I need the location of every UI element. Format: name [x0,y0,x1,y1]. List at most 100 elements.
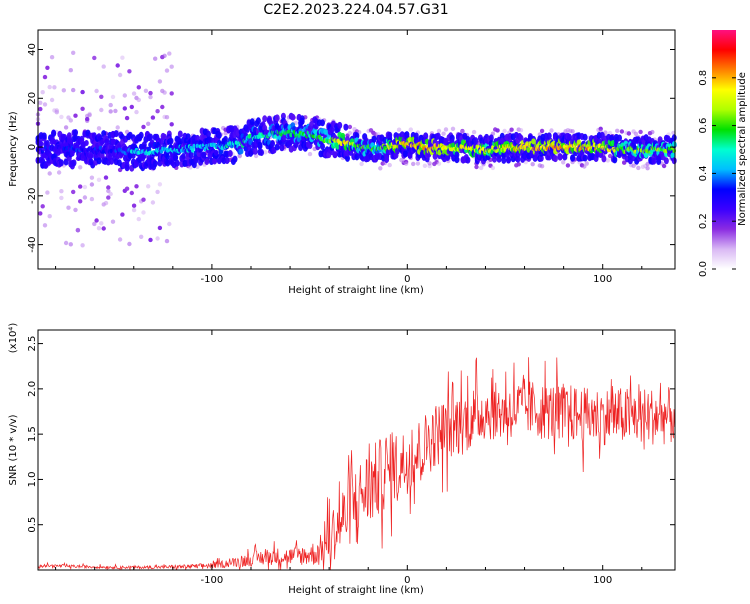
spectrogram-cell-1234 [232,155,238,163]
spectrogram-cell-110 [120,212,125,217]
spectrogram-cell-1205 [223,135,228,142]
spectrogram-cell-72 [92,221,97,227]
spectrogram-cell-47 [71,50,76,55]
spectrogram-cell-16 [47,214,52,219]
spectrogram-cell-2053 [488,134,494,142]
spectrogram-cell-324 [347,124,353,130]
spectrogram-cell-2109 [506,156,511,164]
spectrogram-cell-164 [162,90,167,95]
spectrogram-cell-148 [150,115,156,120]
spectrogram-cell-142 [146,184,151,189]
spectrogram-cell-105 [117,72,123,78]
spectrogram-cell-1384 [279,144,285,152]
spectrogram-cell-128 [134,109,139,115]
spectrogram-cell-593 [661,163,667,169]
spectrogram-cell-165 [164,115,170,120]
snr-frame [37,329,676,571]
spectrogram-cell-32 [59,189,64,194]
spectrogram-cell-2464 [617,134,622,142]
spectrogram-cell-718 [71,159,77,167]
spectrogram-cell-112 [122,106,128,111]
spectrogram-cell-1542 [329,126,335,134]
spectrogram-cell-373 [403,161,409,166]
spectrogram-cell-104 [115,125,120,130]
spectrogram-cell-57 [80,243,85,248]
spectrogram-cell-129 [136,85,141,90]
spectrogram-cell-654 [51,130,57,137]
spectrogram-cell-488 [539,164,545,169]
spectrogram-cell-70 [89,175,95,180]
spectrogram-cell-68 [87,112,92,118]
spectrogram-cell-1255 [238,148,244,155]
spectrogram-cell-140 [143,88,149,94]
spectrogram-cell-12 [45,190,50,195]
snr-x-tick-label: 0 [404,575,410,586]
spectrogram-cell-1175 [213,149,219,156]
spectrogram-cell-61 [82,184,88,190]
spectrogram-cell-1308 [255,117,261,125]
colorbar-tick-label: 0.4 [698,165,709,181]
spectrogram-cell-86 [101,226,106,231]
spectrogram-cell-406 [443,127,449,132]
spectrogram-cell-1168 [212,157,218,165]
spectrogram-cell-115 [124,186,130,191]
snr-x-tick-label: -100 [201,575,224,586]
spectrogram-cell-10 [42,223,48,228]
spectrogram-cell-1101 [191,148,195,153]
spectrogram-cell-401 [436,161,442,166]
spectrogram-cell-155 [155,236,160,241]
spectrogram-cell-2354 [582,133,588,141]
spectrogram-cell-55 [78,199,83,204]
spectrogram-cell-335 [359,161,364,167]
spectrogram-cell-77 [94,218,99,223]
spectrogram-cell-325 [347,130,353,136]
spectrogram-cell-1319 [259,149,264,156]
spectrogram-cell-446 [490,165,496,171]
spectrogram-cell-2412 [601,155,607,163]
spectrogram-cell-436 [479,165,484,171]
spectrogram-cell-43 [68,242,74,247]
spectrogram-cell-116 [124,129,130,135]
spectrogram-cell-87 [103,175,109,180]
spectrogram-cell-2190 [531,138,536,145]
spectrogram-cell-1943 [454,156,460,164]
spectrogram-cell-2638 [671,157,677,165]
spectrogram-cell-118 [127,69,132,74]
spectrogram-cell-88 [103,200,109,206]
spectrogram-cell-553 [615,128,620,133]
spectrogram-cell-44 [68,118,74,123]
spectrogram-cell-2550 [643,152,649,159]
spectrogram-cell-96 [110,94,116,100]
spectrogram-cell-579 [645,166,650,171]
spectrogram-cell-145 [148,237,153,243]
spectrogram-cell-147 [150,200,156,205]
colorbar-gradient [712,30,736,269]
spectrogram-cell-1553 [332,151,338,159]
spectrogram-cell-5 [38,100,43,106]
spectrogram-x-tick-label: 100 [593,274,612,285]
spectrogram-cell-137 [141,197,146,202]
spectrogram-cell-73 [92,55,97,61]
spectrogram-cell-678 [58,159,64,167]
spectrogram-cell-358 [387,162,392,168]
spectrogram-cell-2238 [546,132,552,140]
spectrogram-cell-366 [396,127,402,132]
snr-scale-label: (x10⁴) [8,323,19,354]
spectrogram-cell-58 [80,106,85,112]
spectrogram-cell-2078 [496,155,502,163]
spectrogram-y-label: Frequency (Hz) [8,111,19,187]
spectrogram-cell-146 [148,90,153,96]
spectrogram-cell-2447 [612,156,618,164]
spectrogram-cell-623 [41,132,47,140]
spectrogram-cell-1070 [181,153,186,159]
spectrogram-cell-119 [127,241,132,247]
spectrogram-cell-1592 [345,154,350,162]
snr-x-tick-label: 100 [593,575,612,586]
spectrogram-cell-124 [131,203,137,208]
spectrogram-cell-1843 [423,132,429,140]
spectrogram-cell-389 [422,163,428,168]
spectrogram-cell-1093 [188,151,194,159]
spectrogram-cell-1512 [320,119,325,127]
spectrogram-cell-244 [253,153,259,159]
spectrogram-cell-42 [68,68,74,73]
